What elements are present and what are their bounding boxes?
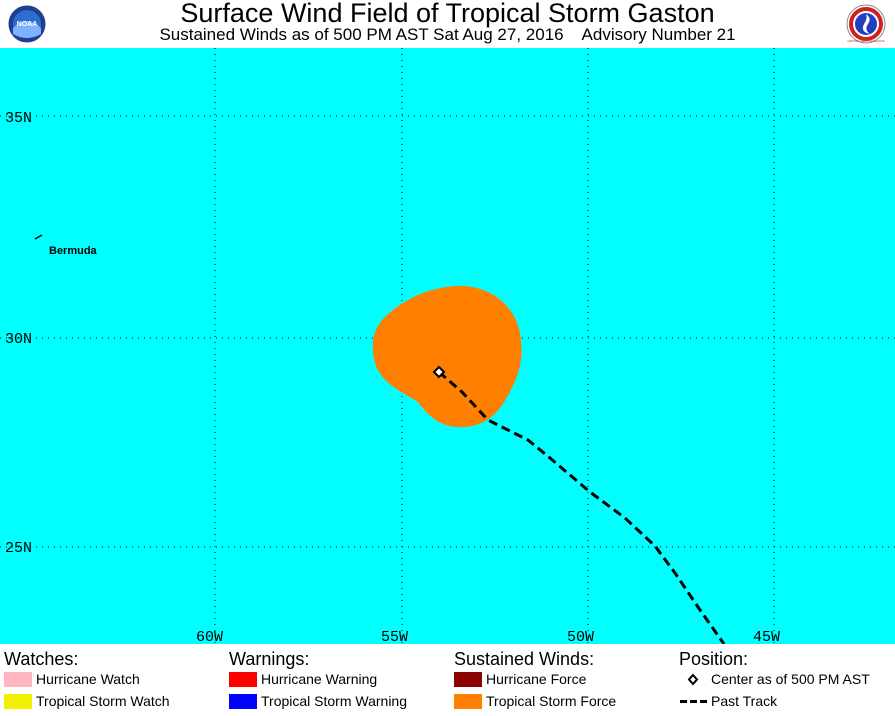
legend-warnings-heading: Warnings: bbox=[229, 649, 310, 669]
legend-tropical-storm-warning: Tropical Storm Warning bbox=[229, 692, 407, 710]
lat-label-30n: 30N bbox=[5, 331, 32, 348]
nws-logo-text: NATIONAL WEATHER SERVICE bbox=[848, 40, 885, 43]
storm-center-diamond bbox=[432, 365, 446, 379]
diamond-icon bbox=[687, 672, 699, 686]
hurricane-warning-swatch bbox=[229, 671, 257, 687]
noaa-logo-text: NOAA bbox=[17, 21, 38, 28]
legend-tropical-storm-force: Tropical Storm Force bbox=[454, 692, 616, 710]
dashed-line-icon bbox=[680, 699, 707, 703]
legend-hurricane-watch: Hurricane Watch bbox=[4, 670, 140, 688]
tropical-storm-watch-swatch bbox=[4, 693, 32, 709]
legend-tropical-storm-watch: Tropical Storm Watch bbox=[4, 692, 170, 710]
header: NOAA Surface Wind Field of Tropical Stor… bbox=[0, 0, 895, 48]
legend-hurricane-warning: Hurricane Warning bbox=[229, 670, 377, 688]
legend-label: Tropical Storm Warning bbox=[261, 693, 408, 709]
legend-winds-heading: Sustained Winds: bbox=[454, 649, 595, 669]
tropical-storm-force-swatch bbox=[454, 693, 482, 709]
legend-position-heading: Position: bbox=[679, 649, 749, 669]
legend-watches-heading: Watches: bbox=[4, 649, 79, 669]
tropical-storm-warning-swatch bbox=[229, 693, 257, 709]
page-title: Surface Wind Field of Tropical Storm Gas… bbox=[180, 0, 715, 28]
lat-label-35n: 35N bbox=[5, 110, 32, 127]
lon-label-45w: 45W bbox=[753, 629, 780, 644]
legend-label: Hurricane Force bbox=[486, 671, 587, 687]
lon-label-55w: 55W bbox=[381, 629, 408, 644]
legend-label: Tropical Storm Force bbox=[486, 693, 617, 709]
lat-label-25n: 25N bbox=[5, 540, 32, 557]
bermuda-label: Bermuda bbox=[49, 245, 98, 257]
legend: Watches: Hurricane Watch Tropical Storm … bbox=[0, 645, 895, 716]
map-area: Bermuda 35N 30N 25N 60W 55W 50W 45W bbox=[0, 48, 895, 644]
nws-logo-icon: NATIONAL WEATHER SERVICE bbox=[846, 4, 886, 44]
noaa-logo-icon: NOAA bbox=[7, 4, 47, 44]
page-subtitle: Sustained Winds as of 500 PM AST Sat Aug… bbox=[159, 25, 736, 44]
legend-hurricane-force: Hurricane Force bbox=[454, 670, 586, 688]
lon-label-60w: 60W bbox=[196, 629, 223, 644]
legend-past-track: Past Track bbox=[679, 692, 777, 710]
past-track-line bbox=[438, 370, 726, 644]
hurricane-force-swatch bbox=[454, 671, 482, 687]
lon-label-50w: 50W bbox=[567, 629, 594, 644]
legend-label: Past Track bbox=[711, 693, 778, 709]
tropical-storm-force-wind-field bbox=[372, 285, 522, 428]
legend-label: Tropical Storm Watch bbox=[36, 693, 170, 709]
legend-label: Hurricane Watch bbox=[36, 671, 140, 687]
hurricane-watch-swatch bbox=[4, 671, 32, 687]
map-canvas: Bermuda 35N 30N 25N 60W 55W 50W 45W bbox=[0, 48, 895, 644]
legend-label: Hurricane Warning bbox=[261, 671, 378, 687]
bermuda-landmass bbox=[34, 234, 43, 240]
legend-label: Center as of 500 PM AST bbox=[711, 671, 870, 687]
legend-center: Center as of 500 PM AST bbox=[679, 670, 870, 688]
